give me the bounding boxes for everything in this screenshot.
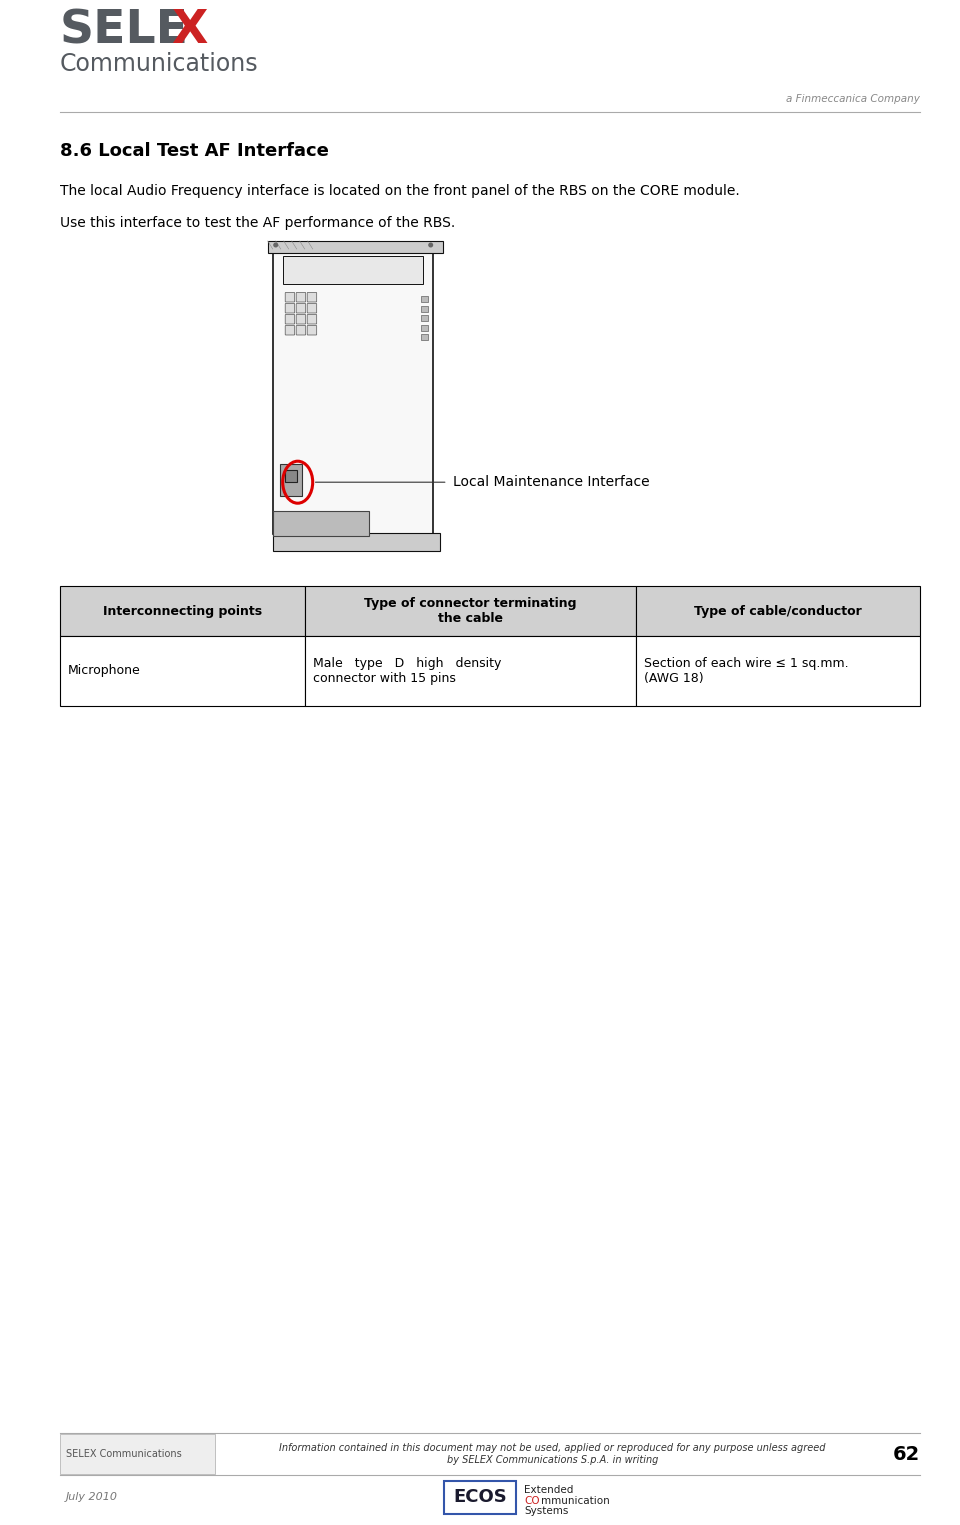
Bar (420, 305, 428, 311)
Bar (305, 586, 636, 636)
Text: 8.6 Local Test AF Interface: 8.6 Local Test AF Interface (60, 142, 329, 160)
FancyBboxPatch shape (285, 325, 295, 336)
Text: Section of each wire ≤ 1 sq.mm.
(AWG 18): Section of each wire ≤ 1 sq.mm. (AWG 18) (644, 657, 849, 685)
Circle shape (274, 242, 277, 247)
Text: 62: 62 (893, 1444, 920, 1464)
Bar (279, 464, 301, 496)
Bar (273, 511, 369, 535)
Text: CO: CO (524, 1496, 540, 1505)
FancyBboxPatch shape (307, 293, 317, 302)
Text: mmunication: mmunication (540, 1496, 610, 1505)
FancyBboxPatch shape (297, 293, 305, 302)
Text: Systems: Systems (524, 1507, 568, 1516)
Bar (420, 325, 428, 331)
Text: July 2010: July 2010 (66, 1491, 118, 1502)
Text: a Finmeccanica Company: a Finmeccanica Company (786, 95, 920, 104)
Bar (60, 1434, 215, 1475)
FancyBboxPatch shape (285, 314, 295, 323)
Bar (285, 470, 298, 482)
FancyBboxPatch shape (307, 303, 317, 313)
Text: Type of connector terminating
the cable: Type of connector terminating the cable (365, 596, 577, 625)
Text: Microphone: Microphone (68, 665, 141, 677)
Bar (420, 296, 428, 302)
FancyBboxPatch shape (444, 1481, 516, 1514)
Bar (636, 586, 920, 636)
Bar (268, 241, 443, 253)
FancyBboxPatch shape (285, 293, 295, 302)
Text: Male   type   D   high   density
connector with 15 pins: Male type D high density connector with … (313, 657, 501, 685)
Bar (60, 586, 305, 636)
Bar (636, 636, 920, 706)
Bar (420, 334, 428, 340)
Bar (420, 316, 428, 320)
FancyBboxPatch shape (297, 325, 305, 336)
Bar (273, 249, 433, 534)
Circle shape (429, 242, 433, 247)
Bar (60, 636, 305, 706)
Text: X: X (172, 8, 208, 53)
Text: Local Maintenance Interface: Local Maintenance Interface (453, 476, 649, 490)
Bar (273, 534, 440, 551)
Text: ECOS: ECOS (453, 1488, 507, 1507)
Text: Information contained in this document may not be used, applied or reproduced fo: Information contained in this document m… (279, 1443, 826, 1466)
FancyBboxPatch shape (307, 314, 317, 323)
Text: Use this interface to test the AF performance of the RBS.: Use this interface to test the AF perfor… (60, 217, 455, 230)
FancyBboxPatch shape (285, 303, 295, 313)
Text: SELEX Communications: SELEX Communications (66, 1449, 181, 1459)
Text: The local Audio Frequency interface is located on the front panel of the RBS on : The local Audio Frequency interface is l… (60, 185, 740, 198)
FancyBboxPatch shape (307, 325, 317, 336)
FancyBboxPatch shape (297, 303, 305, 313)
FancyBboxPatch shape (297, 314, 305, 323)
Text: Communications: Communications (60, 52, 258, 76)
Text: Interconnecting points: Interconnecting points (103, 604, 262, 618)
Bar (305, 636, 636, 706)
Text: SELE: SELE (60, 8, 189, 53)
Text: Type of cable/conductor: Type of cable/conductor (694, 604, 862, 618)
Text: Extended: Extended (524, 1485, 573, 1494)
Bar (282, 256, 422, 284)
